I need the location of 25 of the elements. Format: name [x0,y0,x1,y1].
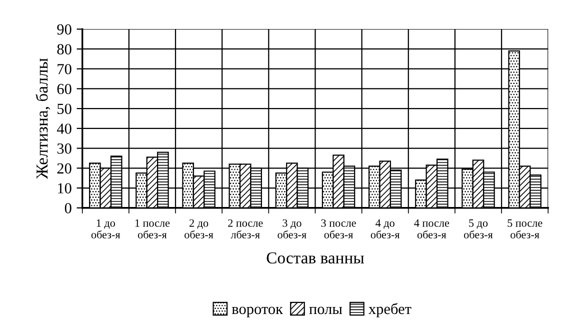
y-tick-label: 0 [64,203,72,214]
y-axis-title: Желтизна, баллы [36,58,50,180]
x-tick-label: 3 до обез-я [278,219,306,238]
x-tick-label: 4 после обез-я [414,219,450,238]
x-tick-label: 2 после лбез-я [228,219,263,238]
y-tick-label: 50 [58,104,72,114]
y-tick-label: 70 [58,64,72,74]
legend-label: полы [309,306,342,314]
x-tick-label: 1 после обез-я [135,219,170,238]
x-axis-title: Состав ванны [266,252,364,264]
x-tick-label: 2 до обез-я [184,219,214,238]
y-tick-label: 60 [57,84,72,94]
legend-label: хребет [368,303,412,318]
x-tick-label: 1 до обез-я [91,219,120,238]
y-tick-label: 30 [57,143,72,154]
y-tick-label: 80 [57,44,72,54]
y-tick-label: 40 [56,124,72,134]
y-tick-label: 20 [57,163,72,174]
x-tick-label: 4 до обез-я [370,219,400,238]
legend-label: вороток [232,306,283,318]
y-tick-label: 90 [57,24,72,35]
x-tick-label: 3 после обез-я [321,219,356,238]
x-tick-label: 5 до обез-я [464,219,493,238]
x-tick-label: 5 после обез-я [508,219,542,238]
y-tick-label: 10 [58,183,72,194]
